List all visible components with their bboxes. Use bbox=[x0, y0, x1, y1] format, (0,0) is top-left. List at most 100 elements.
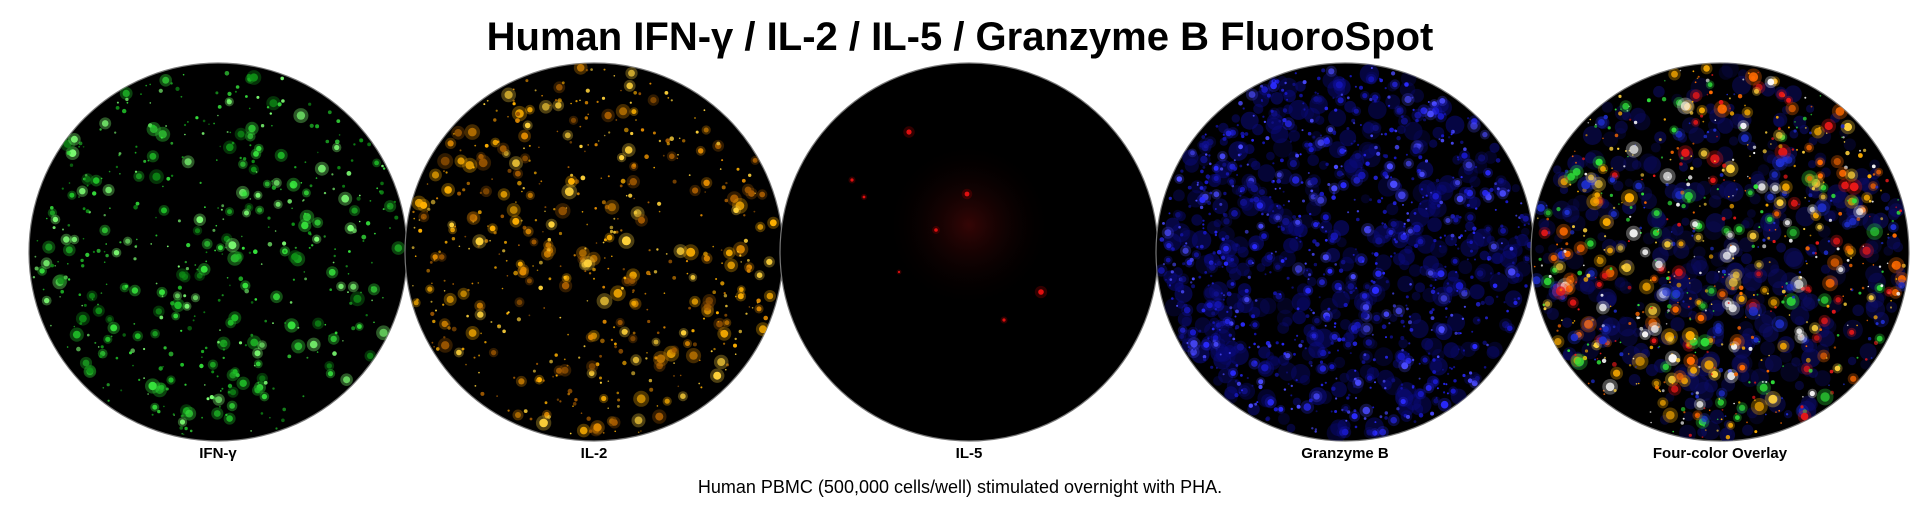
spot bbox=[1389, 335, 1393, 339]
haze bbox=[1266, 113, 1284, 131]
spot bbox=[1415, 118, 1419, 123]
spot bbox=[1392, 292, 1395, 295]
spot bbox=[43, 260, 50, 267]
spot bbox=[1210, 365, 1214, 369]
spot bbox=[177, 285, 182, 290]
spot bbox=[1312, 135, 1316, 139]
spot bbox=[1603, 114, 1608, 120]
spot bbox=[135, 201, 140, 206]
spot bbox=[1239, 194, 1242, 197]
spot bbox=[63, 275, 68, 280]
spot bbox=[657, 201, 662, 206]
spot bbox=[1457, 247, 1460, 250]
spot bbox=[644, 292, 647, 295]
spot bbox=[1532, 276, 1541, 285]
spot bbox=[1446, 286, 1453, 293]
spot bbox=[1676, 372, 1684, 381]
spot bbox=[1587, 121, 1590, 124]
spot bbox=[615, 230, 619, 234]
spot bbox=[1452, 176, 1455, 179]
spot bbox=[1633, 120, 1638, 125]
spot bbox=[1199, 186, 1204, 190]
spot bbox=[1545, 204, 1548, 207]
haze bbox=[1642, 232, 1655, 245]
spot bbox=[394, 215, 399, 220]
spot bbox=[585, 88, 590, 93]
haze bbox=[1786, 251, 1805, 270]
haze bbox=[1419, 265, 1431, 276]
spot bbox=[1541, 229, 1548, 237]
haze bbox=[1521, 227, 1530, 237]
spot bbox=[747, 259, 750, 262]
spot bbox=[1659, 399, 1666, 406]
haze bbox=[1767, 139, 1778, 150]
spot bbox=[1658, 389, 1661, 392]
spot bbox=[1370, 279, 1374, 283]
spot bbox=[1754, 430, 1758, 434]
spot bbox=[570, 173, 574, 177]
haze bbox=[1707, 119, 1720, 131]
spot bbox=[458, 245, 461, 248]
spot bbox=[1320, 134, 1322, 137]
spot bbox=[1453, 366, 1456, 369]
spot bbox=[282, 241, 287, 246]
spot bbox=[500, 191, 508, 198]
spot bbox=[1482, 236, 1485, 239]
haze bbox=[1475, 263, 1494, 283]
spot bbox=[120, 389, 123, 392]
spot bbox=[1222, 162, 1227, 167]
spot bbox=[1371, 333, 1374, 336]
spot bbox=[1390, 255, 1393, 258]
spot bbox=[1253, 332, 1257, 336]
spot bbox=[1472, 343, 1478, 350]
spot bbox=[1460, 176, 1463, 179]
spot bbox=[1362, 93, 1368, 99]
spot bbox=[1274, 187, 1277, 190]
spot bbox=[212, 228, 216, 232]
spot bbox=[1264, 273, 1267, 276]
haze bbox=[1187, 190, 1205, 208]
spot bbox=[1186, 342, 1189, 344]
spot bbox=[1384, 416, 1388, 420]
spot bbox=[576, 64, 585, 72]
spot bbox=[517, 180, 522, 186]
spot bbox=[1640, 173, 1645, 177]
spot bbox=[1613, 309, 1617, 313]
spot bbox=[1517, 297, 1521, 300]
spot bbox=[218, 405, 221, 408]
haze bbox=[1668, 297, 1680, 308]
haze bbox=[1753, 222, 1764, 233]
haze bbox=[1747, 209, 1756, 218]
haze bbox=[1226, 262, 1238, 274]
haze bbox=[1673, 242, 1690, 259]
spot bbox=[122, 89, 130, 97]
spot bbox=[1409, 328, 1414, 332]
spot bbox=[1313, 96, 1319, 102]
spot bbox=[1322, 214, 1329, 221]
spot bbox=[1457, 331, 1461, 335]
spot bbox=[194, 264, 197, 266]
spot bbox=[1310, 326, 1315, 331]
spot bbox=[468, 127, 477, 137]
spot bbox=[1270, 109, 1274, 113]
spot bbox=[1353, 329, 1358, 334]
haze bbox=[1236, 262, 1250, 277]
spot bbox=[1162, 222, 1165, 225]
spot bbox=[1286, 276, 1290, 280]
spot bbox=[67, 278, 71, 281]
spot bbox=[588, 429, 593, 433]
spot bbox=[1278, 406, 1284, 412]
haze bbox=[1339, 372, 1350, 383]
spot bbox=[1556, 329, 1559, 332]
spot bbox=[1771, 171, 1778, 178]
spot bbox=[1246, 180, 1254, 188]
spot bbox=[133, 323, 136, 325]
spot bbox=[347, 273, 350, 275]
spot bbox=[620, 89, 622, 92]
spot bbox=[1650, 306, 1653, 310]
spot bbox=[673, 375, 675, 377]
spot bbox=[1301, 129, 1304, 132]
spot bbox=[1400, 398, 1406, 405]
spot bbox=[1773, 221, 1776, 225]
haze bbox=[1749, 409, 1765, 425]
